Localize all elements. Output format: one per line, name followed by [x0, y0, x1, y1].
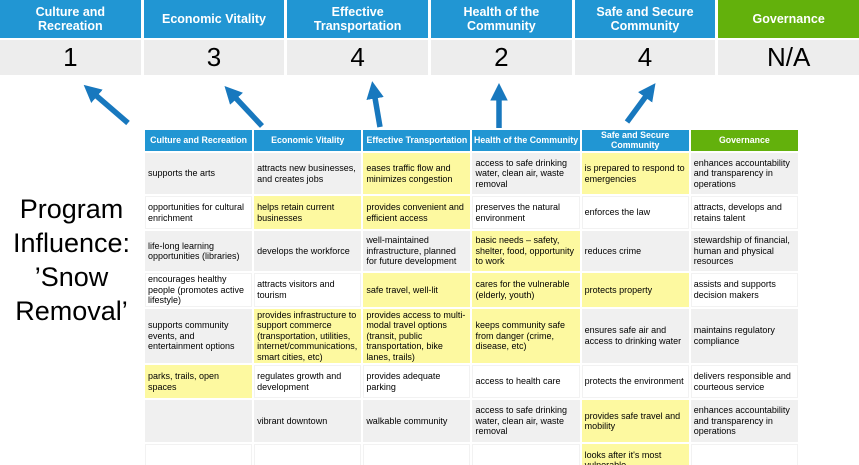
matrix-cell: opportunities for cultural enrichment [145, 196, 253, 229]
matrix-cell-highlighted: cares for the vulnerable (elderly, youth… [472, 273, 580, 307]
matrix-cell: supports community events, and entertain… [145, 308, 253, 363]
matrix-cell [145, 444, 253, 465]
band-score-culture-and-recreation: 1 [0, 40, 141, 75]
matrix-header-governance: Governance [690, 130, 798, 151]
matrix-cell: life-long learning opportunities (librar… [145, 231, 253, 271]
matrix-cell: attracts visitors and tourism [254, 273, 362, 307]
band-score-governance: N/A [718, 40, 859, 75]
band-score-health-of-the-community: 2 [431, 40, 572, 75]
matrix-cell-highlighted: provides infrastructure to support comme… [254, 308, 362, 363]
matrix-cell: preserves the natural environment [472, 196, 580, 229]
up-arrow-icon [224, 85, 265, 128]
matrix-cell: delivers responsible and courteous servi… [690, 365, 798, 398]
program-influence-title: Program Influence: ’Snow Removal’ [0, 192, 143, 328]
arrows-overlay [83, 81, 656, 128]
matrix-cell: access to health care [472, 365, 580, 398]
matrix-cell: attracts new businesses, and creates job… [254, 153, 362, 194]
band-score-effective-transportation: 4 [287, 40, 428, 75]
matrix-cell [145, 400, 253, 442]
band-score-economic-vitality: 3 [143, 40, 285, 75]
matrix-cell: reduces crime [581, 231, 689, 271]
title-line: ’Snow [34, 262, 109, 292]
band-header-economic-vitality: Economic Vitality [143, 0, 285, 38]
matrix-cell-highlighted: basic needs – safety, shelter, food, opp… [472, 231, 580, 271]
band-header-governance: Governance [718, 0, 859, 38]
matrix-cell-highlighted: keeps community safe from danger (crime,… [472, 308, 580, 363]
band-header-health-of-the-community: Health of the Community [431, 0, 572, 38]
matrix-header-culture-and-recreation: Culture and Recreation [145, 130, 253, 151]
matrix-cell-highlighted: protects property [581, 273, 689, 307]
table-row: supports community events, and entertain… [145, 308, 798, 363]
matrix-header-health-of-the-community: Health of the Community [472, 130, 580, 151]
matrix-cell: attracts, develops and retains talent [690, 196, 798, 229]
band-score-safe-and-secure-community: 4 [574, 40, 716, 75]
matrix-cell: regulates growth and development [254, 365, 362, 398]
band-header-safe-and-secure-community: Safe and Secure Community [574, 0, 716, 38]
matrix-cell: supports the arts [145, 153, 253, 194]
matrix-header-effective-transportation: Effective Transportation [363, 130, 471, 151]
matrix-cell: stewardship of financial, human and phys… [690, 231, 798, 271]
title-line: Influence: [12, 228, 131, 258]
matrix-cell [254, 444, 362, 465]
matrix-cell-highlighted: provides safe travel and mobility [581, 400, 689, 442]
matrix-cell-highlighted: looks after it's most vulnerable [581, 444, 689, 465]
title-line: Removal’ [15, 296, 128, 326]
matrix-cell-highlighted: is prepared to respond to emergencies [581, 153, 689, 194]
matrix-cell: vibrant downtown [254, 400, 362, 442]
matrix-cell-highlighted: eases traffic flow and minimizes congest… [363, 153, 471, 194]
up-arrow-icon [624, 83, 656, 124]
up-arrow-icon [83, 84, 130, 126]
matrix-cell: access to safe drinking water, clean air… [472, 153, 580, 194]
matrix-cell [472, 444, 580, 465]
matrix-cell-highlighted: safe travel, well-lit [363, 273, 471, 307]
matrix-cell: ensures safe air and access to drinking … [581, 308, 689, 363]
matrix-cell: well-maintained infrastructure, planned … [363, 231, 471, 271]
matrix-cell-highlighted: helps retain current businesses [254, 196, 362, 229]
table-row: vibrant downtown walkable community access… [145, 400, 798, 442]
table-row: opportunities for cultural enrichment hel… [145, 196, 798, 229]
matrix-cell: assists and supports decision makers [690, 273, 798, 307]
matrix-cell: enhances accountability and transparency… [690, 400, 798, 442]
matrix-cell: access to safe drinking water, clean air… [472, 400, 580, 442]
table-row: parks, trails, open spaces regulates grow… [145, 365, 798, 398]
table-row: encourages healthy people (promotes acti… [145, 273, 798, 307]
matrix-cell-highlighted: provides access to multi-modal travel op… [363, 308, 471, 363]
title-line: Program [19, 194, 124, 224]
matrix-cell: provides adequate parking [363, 365, 471, 398]
influence-matrix: Culture and Recreation Economic Vitality E… [143, 128, 800, 465]
summary-category-band: Culture and Recreation Economic Vitality E… [0, 0, 859, 38]
matrix-cell-highlighted: parks, trails, open spaces [145, 365, 253, 398]
table-row: looks after it's most vulnerable [145, 444, 798, 465]
up-arrow-icon [366, 81, 384, 128]
matrix-cell: protects the environment [581, 365, 689, 398]
band-header-effective-transportation: Effective Transportation [287, 0, 428, 38]
band-header-culture-and-recreation: Culture and Recreation [0, 0, 141, 38]
matrix-cell: maintains regulatory compliance [690, 308, 798, 363]
matrix-header-safe-and-secure-community: Safe and Secure Community [581, 130, 689, 151]
matrix-cell [363, 444, 471, 465]
matrix-cell: enhances accountability and transparency… [690, 153, 798, 194]
matrix-cell: encourages healthy people (promotes acti… [145, 273, 253, 307]
matrix-cell: enforces the law [581, 196, 689, 229]
matrix-header-economic-vitality: Economic Vitality [254, 130, 362, 151]
matrix-cell: develops the workforce [254, 231, 362, 271]
table-row: supports the arts attracts new businesses… [145, 153, 798, 194]
matrix-cell-highlighted: provides convenient and efficient access [363, 196, 471, 229]
matrix-cell [690, 444, 798, 465]
summary-score-band: 1 3 4 2 4 N/A [0, 40, 859, 75]
table-row: life-long learning opportunities (librar… [145, 231, 798, 271]
matrix-header-row: Culture and Recreation Economic Vitality E… [145, 130, 798, 151]
matrix-body: supports the arts attracts new businesses… [145, 153, 798, 465]
matrix-cell: walkable community [363, 400, 471, 442]
